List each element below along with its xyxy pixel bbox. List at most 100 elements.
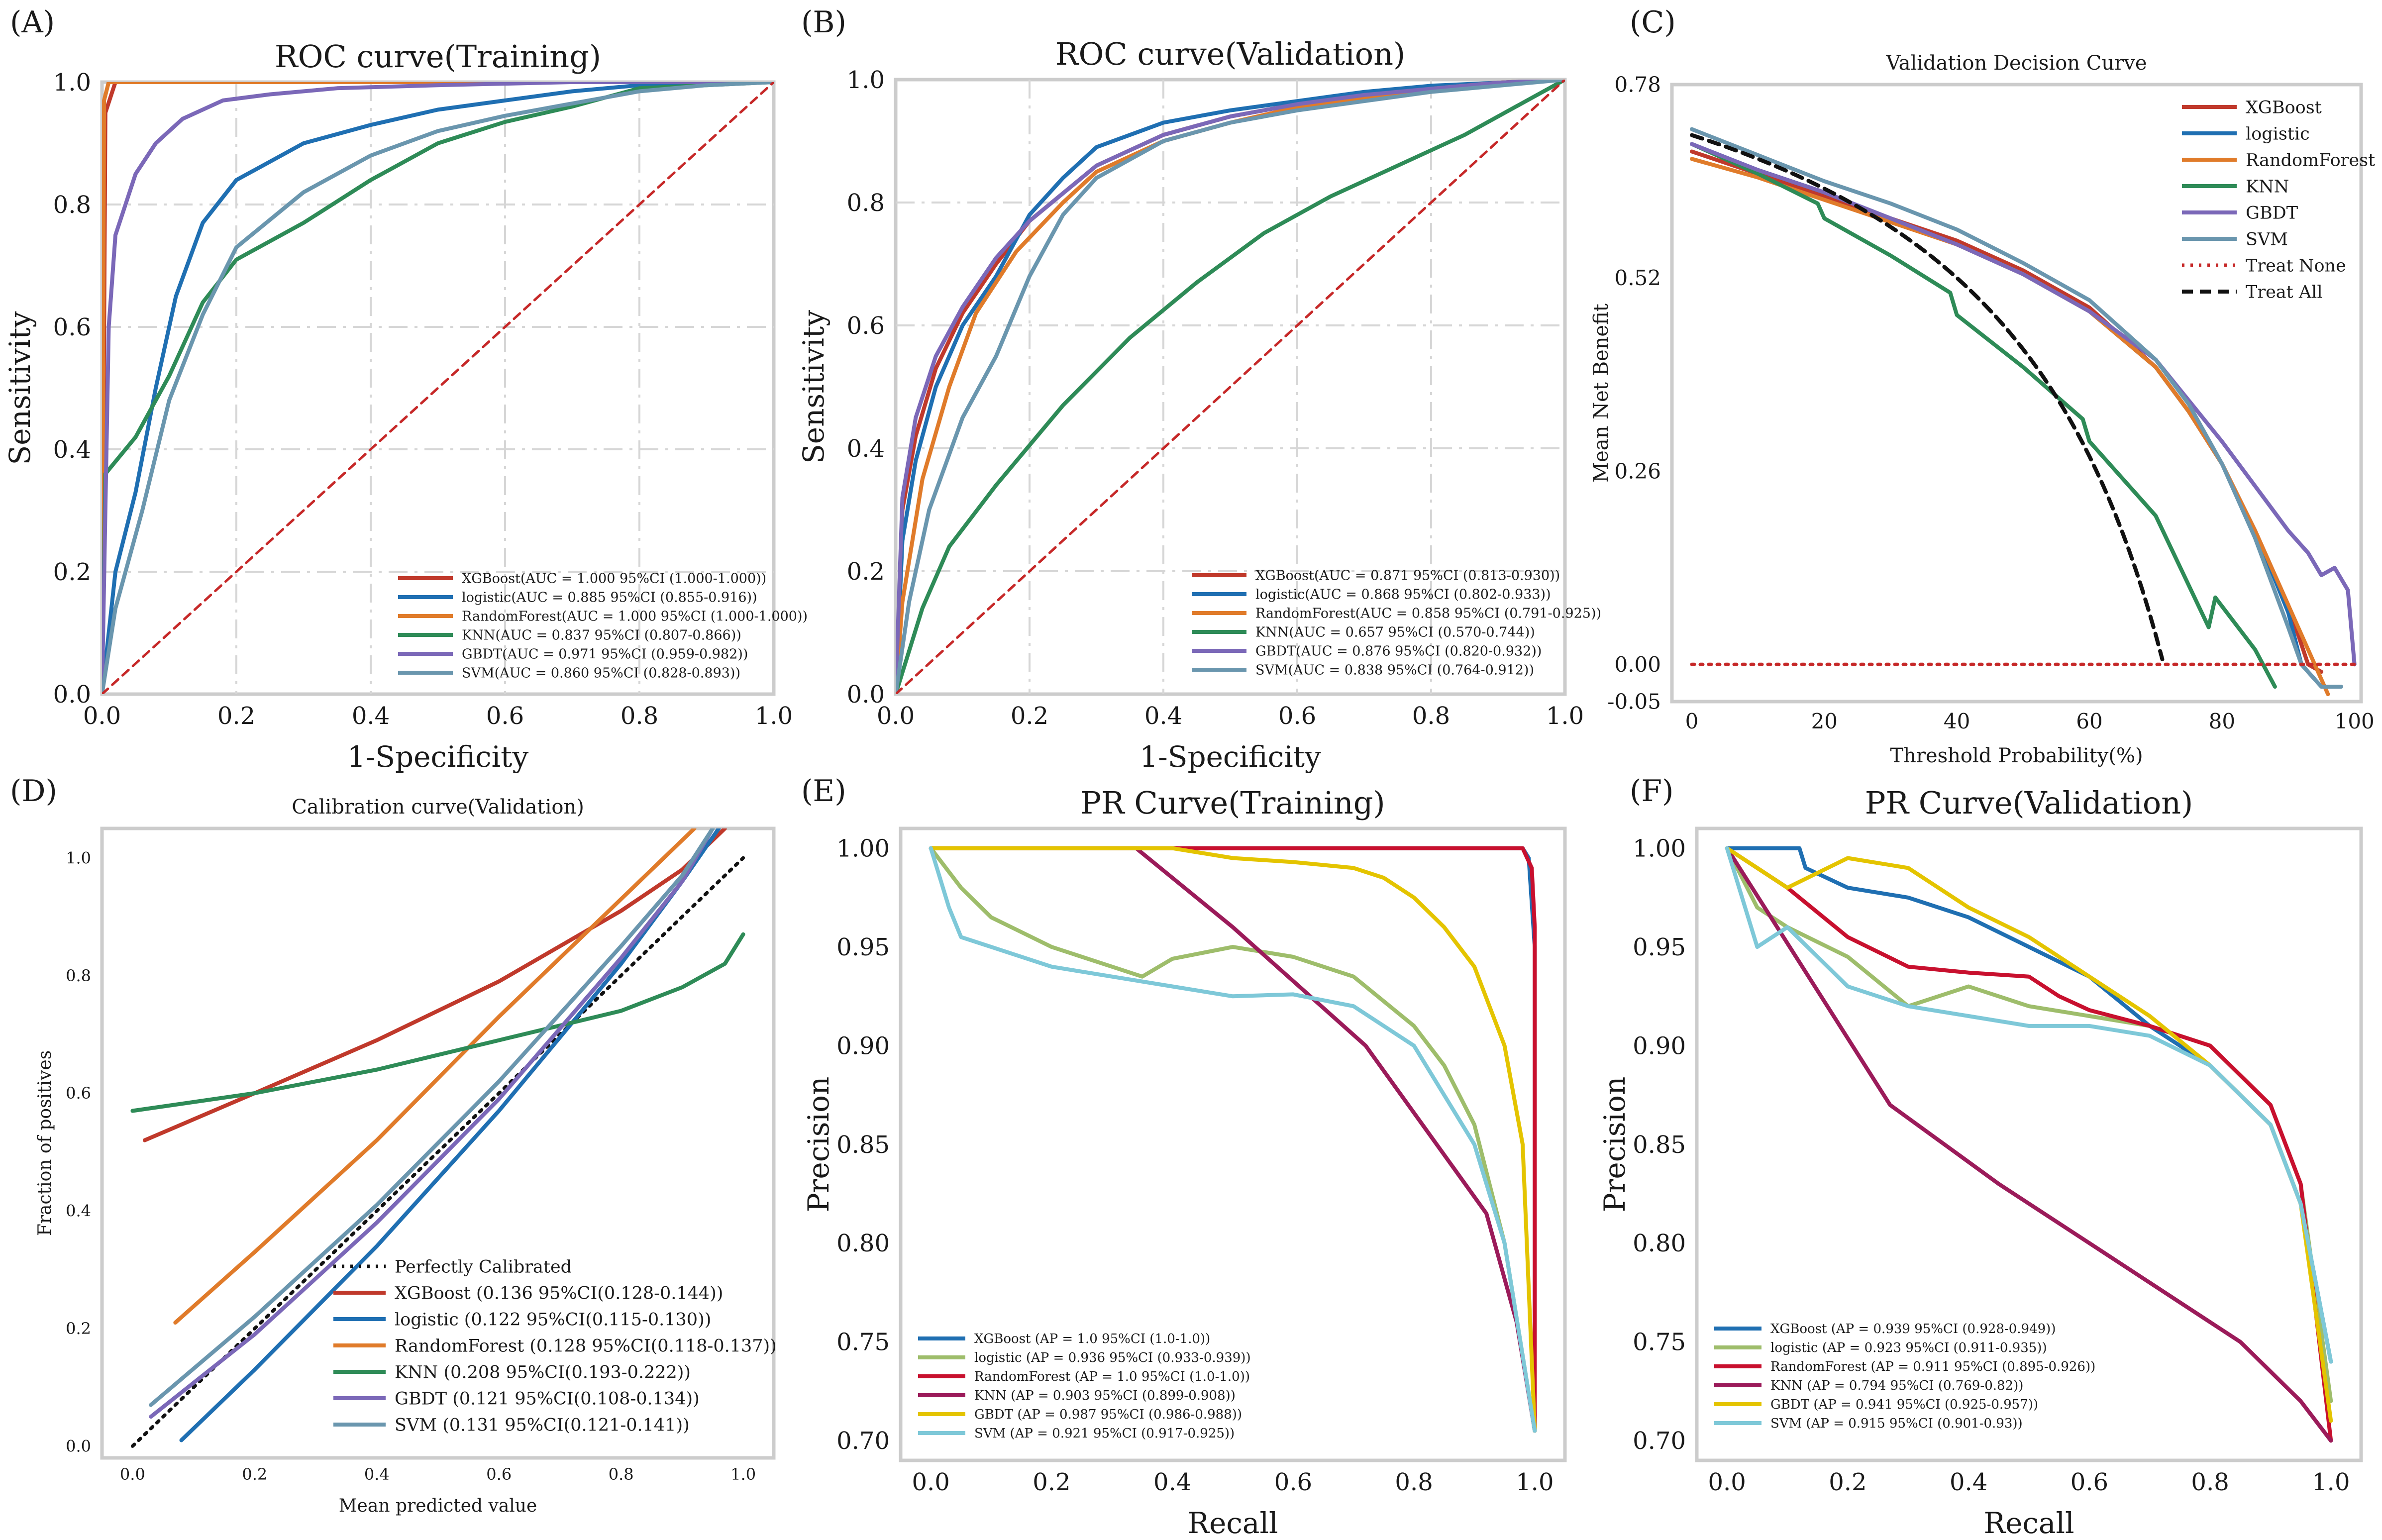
x-axis-label: 1-Specificity bbox=[347, 740, 529, 774]
legend-label: GBDT(AUC = 0.876 95%CI (0.820-0.932)) bbox=[1255, 643, 1542, 659]
y-axis-label: Precision bbox=[802, 1077, 835, 1213]
y-tick-label: 0.0 bbox=[53, 681, 91, 709]
y-tick-label: 0.85 bbox=[836, 1131, 890, 1159]
legend-label: logistic (AP = 0.936 95%CI (0.933-0.939)… bbox=[974, 1350, 1251, 1365]
x-tick-label: 20 bbox=[1811, 709, 1838, 733]
x-tick-label: 0.0 bbox=[877, 702, 915, 730]
series-line-knn bbox=[130, 932, 745, 1113]
x-tick-label: 0 bbox=[1685, 709, 1699, 733]
legend: XGBoost (AP = 1.0 95%CI (1.0-1.0)) logist… bbox=[918, 1332, 1251, 1441]
y-tick-label: 0.4 bbox=[847, 435, 885, 463]
x-tick-label: 0.6 bbox=[1278, 702, 1316, 730]
series-line-gbdt bbox=[102, 82, 774, 694]
plot-frame bbox=[894, 78, 1567, 696]
y-tick-label: 0.80 bbox=[1633, 1230, 1686, 1257]
x-tick-label: 100 bbox=[2335, 709, 2375, 733]
chart-title: ROC curve(Training) bbox=[275, 38, 601, 75]
x-tick-label: 0.6 bbox=[1274, 1468, 1312, 1496]
series-line-xgboost bbox=[1690, 149, 2324, 674]
legend-label: KNN(AUC = 0.837 95%CI (0.807-0.866)) bbox=[462, 627, 741, 643]
panel-label: (E) bbox=[801, 774, 846, 809]
y-tick-label: 0.8 bbox=[53, 191, 91, 219]
legend-label: XGBoost(AUC = 1.000 95%CI (1.000-1.000)) bbox=[462, 571, 766, 586]
legend-label: XGBoost (AP = 1.0 95%CI (1.0-1.0)) bbox=[974, 1332, 1210, 1346]
plot-frame bbox=[1695, 826, 2363, 1462]
panel-a: 0.0 0.2 0.4 0.6 0.8 1.0 0.0 0.2 0.4 0.6 0.8 1.0 (A) R… bbox=[3, 5, 808, 774]
y-axis-label: Precision bbox=[1598, 1077, 1632, 1213]
legend-label: RandomForest(AUC = 1.000 95%CI (1.000-1.… bbox=[462, 609, 808, 624]
x-tick-label: 0.6 bbox=[486, 702, 524, 730]
x-tick-label: 60 bbox=[2076, 709, 2102, 733]
series-layer bbox=[130, 828, 745, 1448]
x-tick-label: 0.8 bbox=[2191, 1468, 2229, 1496]
series-layer bbox=[929, 846, 1537, 1433]
y-tick-label: 0.4 bbox=[53, 436, 91, 464]
legend: XGBoost(AUC = 0.871 95%CI (0.813-0.930))… bbox=[1192, 568, 1601, 678]
series-line-logistic bbox=[896, 80, 1565, 694]
y-tick-label: 0.6 bbox=[847, 312, 885, 340]
legend: Perfectly Calibrated XGBoost (0.136 95%CI… bbox=[333, 1257, 777, 1435]
series-line-knn bbox=[1690, 142, 2277, 689]
legend-label: Treat All bbox=[2246, 282, 2323, 302]
legend-label: KNN (AP = 0.794 95%CI (0.769-0.82)) bbox=[1770, 1378, 2023, 1393]
legend-label: RandomForest(AUC = 0.858 95%CI (0.791-0.… bbox=[1255, 606, 1601, 621]
legend-label: XGBoost bbox=[2246, 98, 2322, 117]
legend-label: KNN (0.208 95%CI(0.193-0.222)) bbox=[395, 1362, 691, 1382]
series-line-xgboost bbox=[142, 828, 727, 1142]
legend-label: GBDT (AP = 0.941 95%CI (0.925-0.957)) bbox=[1770, 1397, 2038, 1412]
reference-diagonal bbox=[102, 82, 774, 694]
panel-label: (F) bbox=[1630, 774, 1673, 809]
series-line-gbdt bbox=[149, 828, 715, 1419]
y-tick-label: 0.0 bbox=[847, 681, 885, 709]
series-line-randomforest bbox=[929, 846, 1537, 1433]
panel-b: 0.0 0.2 0.4 0.6 0.8 1.00.00.20.40.60.81.0(B)R… bbox=[797, 5, 1601, 774]
legend-label: logistic(AUC = 0.885 95%CI (0.855-0.916)… bbox=[462, 590, 757, 605]
chart-title: Calibration curve(Validation) bbox=[292, 796, 584, 819]
y-tick-label: 1.0 bbox=[66, 848, 91, 867]
y-tick-label: 0.70 bbox=[836, 1427, 890, 1455]
y-tick-label: 0.8 bbox=[847, 189, 885, 217]
y-tick-label: 0.70 bbox=[1633, 1427, 1686, 1455]
legend-label: RandomForest (0.128 95%CI(0.118-0.137)) bbox=[395, 1336, 777, 1356]
series-line-svm bbox=[1725, 846, 2333, 1364]
series-line-gbdt bbox=[929, 846, 1537, 1433]
legend-label: GBDT(AUC = 0.971 95%CI (0.959-0.982)) bbox=[462, 646, 748, 662]
x-tick-label: 1.0 bbox=[1546, 702, 1584, 730]
x-tick-label: 1.0 bbox=[1516, 1468, 1553, 1496]
x-tick-label: 0.0 bbox=[912, 1468, 950, 1496]
x-tick-label: 0.4 bbox=[1144, 702, 1182, 730]
series-line-gbdt bbox=[896, 80, 1565, 694]
x-tick-label: 0.6 bbox=[2071, 1468, 2108, 1496]
y-tick-label: 0.4 bbox=[66, 1202, 91, 1221]
y-tick-label: 0.80 bbox=[836, 1230, 890, 1257]
legend-label: SVM(AUC = 0.838 95%CI (0.764-0.912)) bbox=[1255, 662, 1534, 678]
y-tick-label: 0.6 bbox=[53, 313, 91, 341]
y-axis-label: Fraction of positives bbox=[35, 1050, 55, 1236]
legend: XGBoost (AP = 0.939 95%CI (0.928-0.949))… bbox=[1714, 1322, 2095, 1431]
series-line-randomforest bbox=[1725, 846, 2333, 1443]
legend: XGBoost logistic RandomForest KNN GBDT SVM Tre… bbox=[2182, 98, 2375, 302]
y-tick-label: 1.00 bbox=[836, 834, 890, 862]
legend-label: KNN(AUC = 0.657 95%CI (0.570-0.744)) bbox=[1255, 624, 1535, 640]
x-tick-label: 1.0 bbox=[730, 1465, 756, 1484]
y-tick-label: 1.0 bbox=[847, 66, 885, 94]
legend-label: KNN (AP = 0.903 95%CI (0.899-0.908)) bbox=[974, 1388, 1236, 1403]
legend-label: logistic(AUC = 0.868 95%CI (0.802-0.933)… bbox=[1255, 587, 1551, 602]
y-tick-label: 0.95 bbox=[836, 933, 890, 961]
legend-label: SVM (AP = 0.921 95%CI (0.917-0.925)) bbox=[974, 1426, 1235, 1441]
x-tick-label: 0.4 bbox=[364, 1465, 390, 1484]
y-tick-label: 0.26 bbox=[1614, 459, 1661, 484]
x-tick-label: 1.0 bbox=[2312, 1468, 2350, 1496]
legend-label: logistic bbox=[2246, 124, 2310, 144]
x-axis-label: Recall bbox=[1983, 1506, 2074, 1540]
series-line-svm bbox=[929, 846, 1537, 1433]
panel-label: (A) bbox=[10, 5, 55, 40]
y-tick-label: 0.75 bbox=[836, 1329, 890, 1356]
y-tick-label: -0.05 bbox=[1607, 690, 1661, 714]
x-tick-label: 0.8 bbox=[609, 1465, 634, 1484]
y-tick-label: 0.85 bbox=[1633, 1131, 1686, 1159]
series-line-treat bbox=[1690, 133, 2165, 661]
x-tick-label: 0.2 bbox=[1829, 1468, 1866, 1496]
y-tick-label: 0.75 bbox=[1633, 1329, 1686, 1356]
y-axis-label: Sensitivity bbox=[797, 310, 830, 464]
